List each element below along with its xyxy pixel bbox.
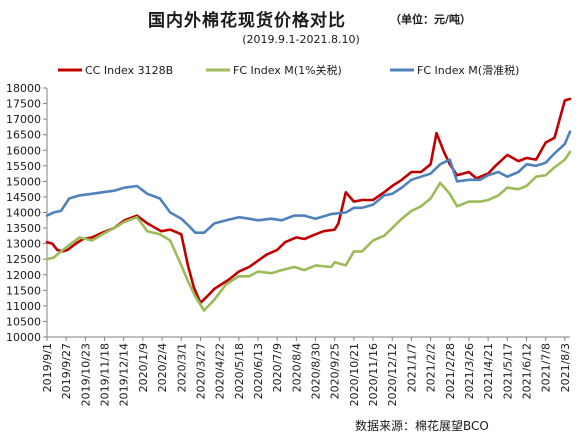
y-tick-label: 13500 [6,222,41,235]
legend-label-2: FC Index M(1%关税) [233,63,342,77]
source-note: 数据来源：棉花展望BCO [355,419,489,433]
x-tick-label: 2020/7/9 [271,343,284,392]
x-tick-label: 2020/5/18 [233,343,246,399]
y-tick-label: 11500 [6,284,41,297]
y-tick-label: 18000 [6,82,41,95]
x-tick-label: 2021/6/12 [520,343,533,399]
series-layer [45,97,572,312]
x-tick-label: 2020/2/4 [156,343,169,392]
x-tick-label: 2019/12/14 [118,343,131,406]
y-tick-label: 13000 [6,238,41,251]
x-tick-label: 2021/2/2 [425,343,438,392]
x-tick-label: 2020/12/12 [386,343,399,406]
x-tick-label: 2020/3/27 [194,343,207,399]
series-line-3 [45,130,572,234]
date-range-subtitle: (2019.9.1-2021.8.10) [242,33,360,46]
x-tick-label: 2021/7/8 [540,343,553,392]
y-tick-label: 11000 [6,300,41,313]
x-tick-label: 2020/1/9 [137,343,150,392]
x-tick-label: 2021/2/28 [444,343,457,399]
series-line-1 [45,97,572,305]
x-tick-label: 2020/4/22 [214,343,227,399]
x-tick-label: 2019/10/23 [79,343,92,406]
x-tick-label: 2020/8/4 [290,343,303,392]
x-tick-label: 2021/3/26 [463,343,476,399]
y-tick-label: 16000 [6,144,41,157]
legend-label-1: CC Index 3128B [85,64,173,77]
x-tick-label: 2020/11/16 [367,343,380,406]
y-tick-label: 17500 [6,98,41,111]
y-tick-label: 10000 [6,331,41,344]
legend: CC Index 3128B FC Index M(1%关税) FC Index M… [58,63,519,77]
unit-note: （单位：元/吨） [390,13,472,26]
x-tick-label: 2020/10/21 [348,343,361,406]
x-tick-label: 2020/8/30 [310,343,323,399]
y-tick-label: 17000 [6,113,41,126]
y-tick-label: 14500 [6,191,41,204]
x-tick-label: 2019/11/18 [99,343,112,406]
chart-title: 国内外棉花现货价格对比 [148,11,346,31]
x-tick-label: 2021/8/3 [559,343,572,392]
x-tick-label: 2021/4/21 [482,343,495,399]
x-tick-label: 2020/6/13 [252,343,265,399]
series-line-2 [45,150,572,312]
x-tick-label: 2020/3/1 [175,343,188,392]
legend-label-3: FC Index M(滑准税) [417,63,519,77]
title-row: 国内外棉花现货价格对比 （单位：元/吨） [0,6,588,31]
x-tick-label: 2020/9/25 [329,343,342,399]
y-tick-label: 15500 [6,160,41,173]
y-tick-label: 12500 [6,253,41,266]
x-tick-label: 2021/5/17 [501,343,514,399]
x-tick-label: 2019/9/1 [41,343,54,392]
x-tick-label: 2019/9/27 [60,343,73,399]
x-tick-label: 2021/1/7 [405,343,418,392]
y-tick-label: 14000 [6,207,41,220]
y-tick-label: 10500 [6,315,41,328]
y-tick-label: 15000 [6,175,41,188]
y-tick-label: 16500 [6,129,41,142]
y-tick-label: 12000 [6,269,41,282]
axes: 10000 10500 11000 11500 12000 12500 13000 13500… [6,82,572,406]
